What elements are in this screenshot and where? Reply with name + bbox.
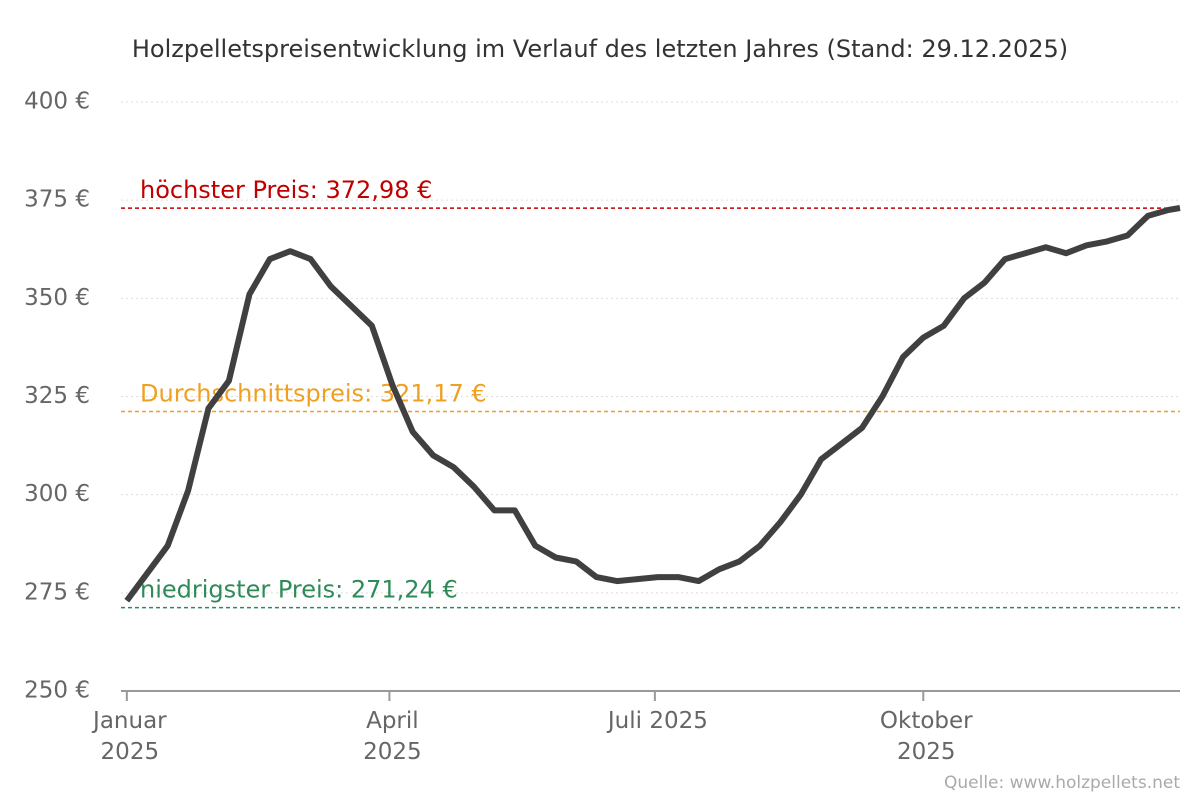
y-tick-label: 325 € [24, 383, 90, 409]
chart-title: Holzpelletspreisentwicklung im Verlauf d… [132, 35, 1068, 63]
x-tick-label: Juli 2025 [607, 708, 708, 734]
x-tick-label: Oktober 2025 [879, 708, 973, 765]
y-tick-label: 350 € [24, 285, 90, 311]
source: Quelle: www.holzpellets.net [944, 773, 1180, 793]
y-tick-label: 300 € [24, 481, 90, 507]
reference-label: Durchschnittspreis: 321,17 € [140, 380, 487, 408]
y-tick-label: 275 € [24, 579, 90, 605]
x-tick-label: Januar 2025 [93, 708, 167, 765]
reference-label: höchster Preis: 372,98 € [140, 176, 432, 204]
price-line [124, 205, 1181, 603]
x-tick-label: April 2025 [363, 708, 422, 765]
reference-label: niedrigster Preis: 271,24 € [140, 576, 458, 604]
y-tick-label: 250 € [24, 678, 90, 704]
y-tick-label: 375 € [24, 187, 90, 213]
y-tick-label: 400 € [24, 89, 90, 115]
